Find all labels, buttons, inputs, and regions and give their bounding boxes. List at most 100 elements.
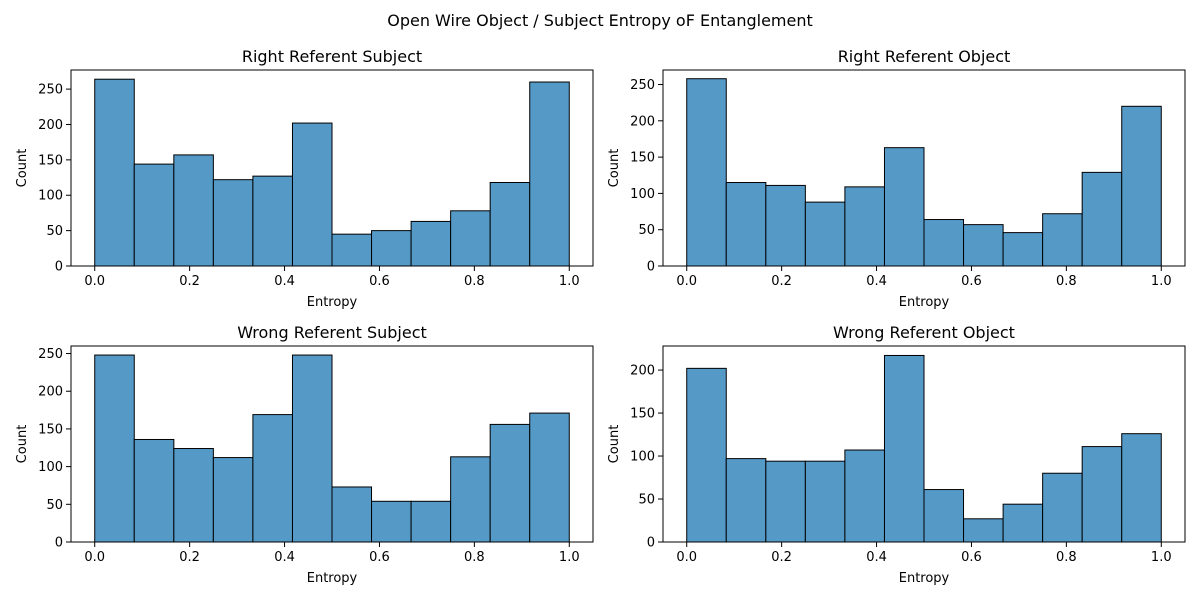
x-tick-label: 0.8	[464, 550, 485, 565]
histogram-bar	[1081, 171, 1123, 267]
figure-suptitle: Open Wire Object / Subject Entropy oF En…	[387, 11, 813, 30]
y-tick-label: 100	[630, 187, 655, 202]
histogram-bar	[963, 224, 1004, 267]
histogram-bar	[529, 81, 570, 267]
histogram-bar	[331, 233, 373, 267]
x-tick-label: 0.6	[961, 274, 982, 289]
x-tick-label: 0.4	[274, 274, 295, 289]
y-axis-label: Count	[607, 149, 622, 188]
y-axis-label: Count	[15, 149, 30, 188]
axes-frame	[70, 345, 594, 543]
histogram-bar	[94, 78, 135, 267]
histogram-bar	[725, 458, 767, 543]
y-tick-label: 50	[46, 224, 63, 239]
histogram-bar	[410, 220, 452, 267]
histogram-bar	[923, 489, 965, 543]
histogram-bar	[489, 423, 531, 543]
y-tick-label: 100	[38, 460, 63, 475]
x-tick-label: 1.0	[559, 274, 580, 289]
y-tick-label: 150	[630, 151, 655, 166]
x-tick-label: 1.0	[1151, 550, 1172, 565]
histogram-bar	[371, 230, 412, 267]
subplot-title: Wrong Referent Subject	[237, 323, 427, 342]
histogram-bar	[173, 448, 214, 543]
y-tick-label: 200	[630, 114, 655, 129]
x-tick-label: 0.8	[464, 274, 485, 289]
subplot-4: 0.0 0.2 0.4 0.6 0.8 1.0 0 50 100 150 200 Wrong Refe…	[607, 323, 1186, 586]
histogram-bar	[804, 201, 846, 267]
histogram-bar	[963, 518, 1004, 543]
y-tick-label: 200	[630, 364, 655, 379]
histogram-bar	[1002, 503, 1044, 543]
subplot-title: Wrong Referent Object	[833, 323, 1015, 342]
y-tick-label: 0	[647, 260, 655, 275]
histogram-bar	[529, 412, 570, 543]
subplot-2: 0.0 0.2 0.4 0.6 0.8 1.0 0 50 100 150 200 250 Right R…	[607, 47, 1186, 310]
histogram-bar	[371, 500, 412, 543]
histogram-bar	[1081, 446, 1123, 543]
histogram-bar	[883, 147, 925, 267]
histogram-bar	[804, 460, 846, 543]
histogram-bar	[410, 500, 452, 543]
x-tick-label: 0.2	[771, 274, 792, 289]
y-tick-label: 250	[38, 83, 63, 98]
x-tick-label: 0.0	[676, 274, 697, 289]
x-tick-label: 0.0	[84, 274, 105, 289]
y-tick-label: 200	[38, 118, 63, 133]
y-axis-label: Count	[15, 425, 30, 464]
x-tick-label: 0.8	[1056, 550, 1077, 565]
y-tick-label: 100	[630, 450, 655, 465]
x-tick-label: 0.4	[866, 550, 887, 565]
histogram-bar	[173, 154, 214, 267]
histogram-bar	[94, 354, 135, 543]
y-tick-label: 100	[38, 189, 63, 204]
y-tick-label: 0	[647, 536, 655, 551]
x-tick-label: 1.0	[559, 550, 580, 565]
subplot-title: Right Referent Subject	[242, 47, 422, 66]
x-tick-label: 0.4	[274, 550, 295, 565]
histogram-bar	[1121, 433, 1162, 543]
histogram-bar	[765, 184, 806, 267]
y-tick-label: 50	[46, 498, 63, 513]
x-axis-label: Entropy	[899, 295, 950, 310]
x-axis-label: Entropy	[307, 295, 358, 310]
histogram-bar	[686, 367, 727, 543]
histogram-bar	[252, 414, 293, 543]
x-tick-label: 1.0	[1151, 274, 1172, 289]
x-tick-label: 0.2	[771, 550, 792, 565]
y-tick-label: 200	[38, 385, 63, 400]
histogram-bar	[291, 122, 333, 267]
x-tick-label: 0.2	[179, 274, 200, 289]
x-tick-label: 0.6	[369, 274, 390, 289]
histogram-bar	[291, 354, 333, 543]
y-tick-label: 250	[630, 78, 655, 93]
histogram-bar	[844, 186, 885, 267]
x-axis-label: Entropy	[899, 571, 950, 586]
subplot-3: 0.0 0.2 0.4 0.6 0.8 1.0 0 50 100 150 200 250 Wrong R…	[15, 323, 594, 586]
histogram-bar	[133, 438, 175, 543]
histogram-bar	[212, 179, 254, 267]
axes-frame	[662, 69, 1186, 267]
histogram-bar	[844, 449, 885, 543]
x-tick-label: 0.4	[866, 274, 887, 289]
histogram-bar	[133, 163, 175, 267]
y-tick-label: 250	[38, 347, 63, 362]
x-tick-label: 0.6	[369, 550, 390, 565]
histogram-bar	[252, 175, 293, 267]
histogram-bar	[923, 219, 965, 267]
histogram-bar	[725, 182, 767, 267]
subplot-title: Right Referent Object	[838, 47, 1011, 66]
subplot-1: 0.0 0.2 0.4 0.6 0.8 1.0 0 50 100 150 200 250 Right R…	[15, 47, 594, 310]
x-tick-label: 0.2	[179, 550, 200, 565]
y-tick-label: 0	[55, 260, 63, 275]
histogram-bar	[450, 456, 491, 543]
histogram-bar	[686, 78, 727, 267]
histogram-bar	[450, 210, 491, 267]
y-tick-label: 150	[38, 422, 63, 437]
histogram-bar	[1042, 213, 1083, 267]
histogram-bar	[212, 457, 254, 543]
histogram-bar	[331, 486, 373, 543]
y-tick-label: 150	[630, 407, 655, 422]
histogram-bar	[1042, 472, 1083, 543]
